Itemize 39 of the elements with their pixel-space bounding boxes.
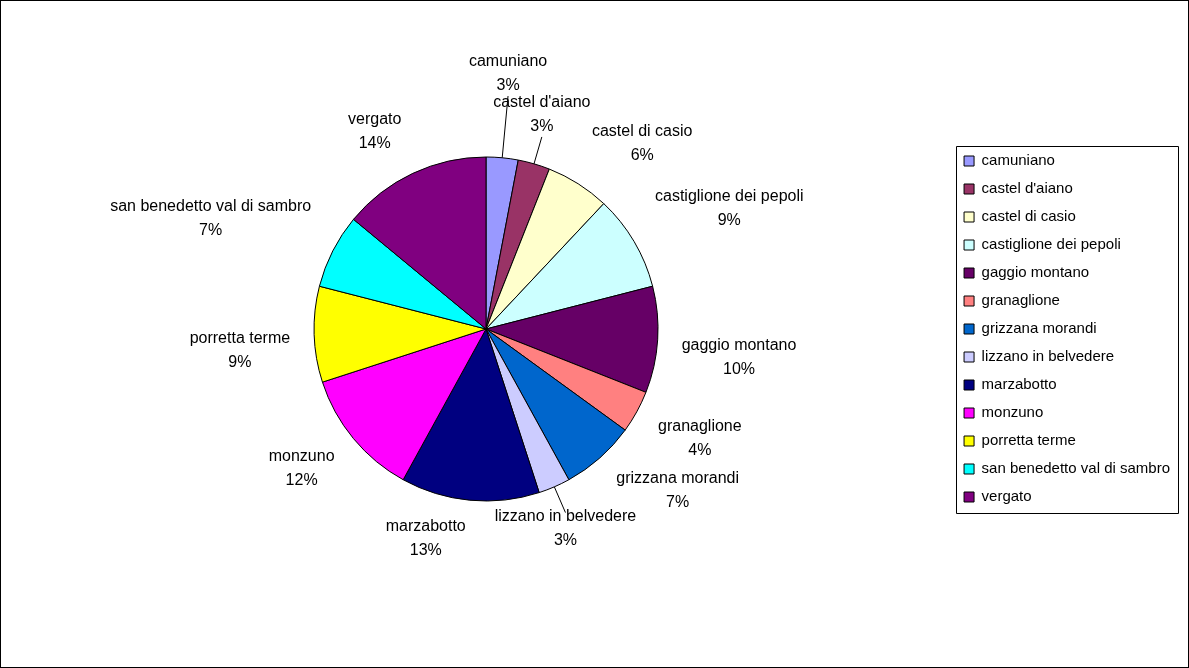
slice-label: castiglione dei pepoli — [655, 186, 804, 204]
data-label: 12% — [285, 471, 318, 489]
data-label: 3% — [530, 117, 554, 135]
legend-label: marzabotto — [981, 375, 1057, 393]
legend-label: castiglione dei pepoli — [981, 235, 1121, 253]
data-label: 7% — [199, 221, 223, 239]
data-label: 9% — [717, 210, 741, 228]
data-label: 13% — [409, 540, 442, 558]
slice-label: castel di casio — [591, 121, 693, 139]
data-label: 9% — [228, 353, 252, 371]
legend-label: vergato — [981, 487, 1032, 505]
legend-label: castel di casio — [981, 207, 1076, 225]
slice-label: castel d'aiano — [493, 93, 591, 111]
legend-label: monzuno — [981, 403, 1044, 421]
legend-label: castel d'aiano — [981, 179, 1073, 197]
legend-label: grizzana morandi — [981, 319, 1097, 337]
slice-label: lizzano in belvedere — [494, 506, 637, 524]
data-label: 3% — [496, 76, 520, 94]
data-label: 7% — [666, 492, 690, 510]
legend-label: gaggio montano — [981, 263, 1090, 281]
data-label: 4% — [688, 440, 712, 458]
legend-label: granaglione — [981, 291, 1060, 309]
slice-label: grizzana morandi — [616, 468, 740, 486]
data-label: 3% — [553, 530, 578, 548]
slice-label: granaglione — [658, 416, 742, 434]
slice-label: vergato — [348, 109, 402, 127]
data-label: 14% — [358, 133, 391, 151]
slice-label: porretta terme — [189, 329, 291, 347]
slice-label: camuniano — [468, 52, 548, 70]
slice-label: marzabotto — [385, 516, 466, 534]
legend-label: camuniano — [981, 151, 1055, 169]
legend-label: san benedetto val di sambro — [981, 459, 1170, 477]
slice-label: monzuno — [268, 447, 335, 465]
slice-label: gaggio montano — [681, 335, 797, 353]
slice-label: san benedetto val di sambro — [110, 197, 312, 215]
data-label: 10% — [723, 359, 756, 377]
legend-label: lizzano in belvedere — [981, 347, 1115, 365]
legend-label: porretta terme — [981, 431, 1076, 449]
data-label: 6% — [630, 145, 654, 163]
